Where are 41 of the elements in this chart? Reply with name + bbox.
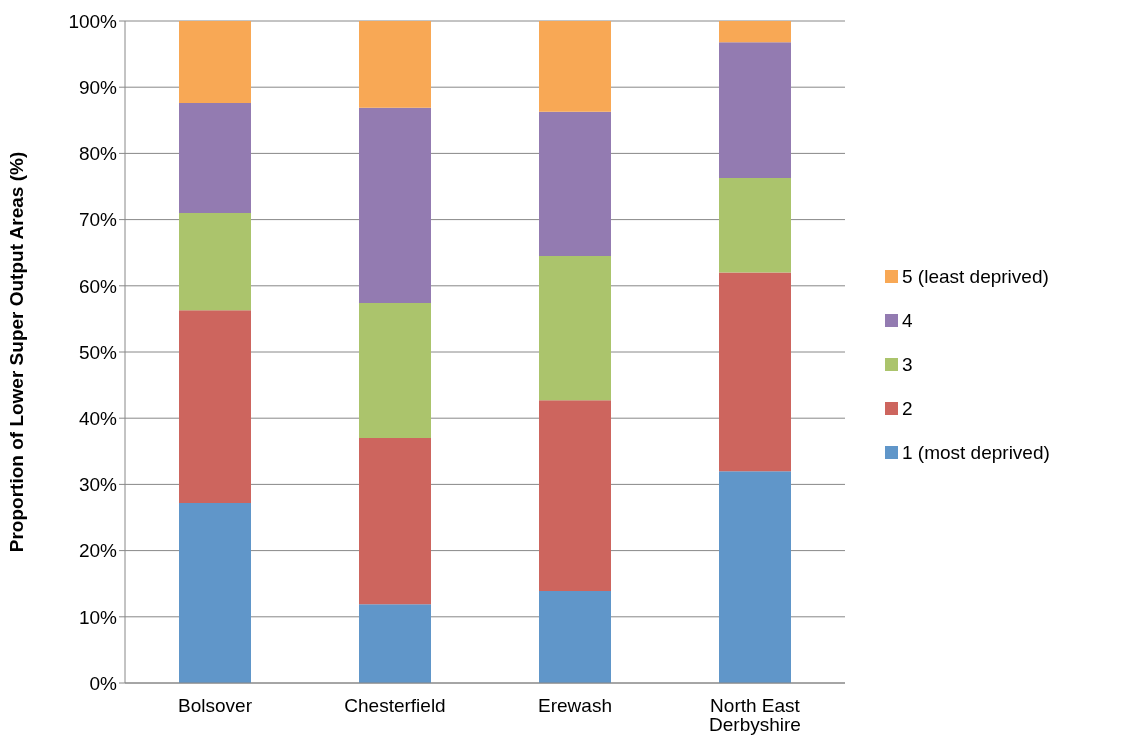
y-tick-label: 50%	[78, 341, 118, 363]
legend-label: 4	[902, 309, 913, 332]
legend-label: 3	[902, 353, 913, 376]
bar	[359, 303, 431, 439]
bar	[359, 604, 431, 683]
x-tick-label: Chesterfield	[344, 695, 446, 717]
y-tick-label: 0%	[89, 672, 118, 694]
bar	[719, 272, 791, 472]
x-tick-label: Erewash	[538, 695, 612, 717]
bar	[719, 42, 791, 178]
y-tick-label: 30%	[78, 474, 118, 496]
bar	[179, 212, 251, 311]
bar	[539, 21, 611, 112]
y-tick-label: 10%	[78, 606, 118, 628]
legend-label: 1 (most deprived)	[902, 441, 1050, 464]
bar	[179, 103, 251, 213]
legend-label: 2	[902, 397, 913, 420]
y-tick-label: 80%	[78, 143, 118, 165]
y-tick-label: 40%	[78, 407, 118, 429]
bar	[179, 502, 251, 683]
bar	[539, 111, 611, 257]
bar	[539, 256, 611, 401]
bar	[359, 107, 431, 304]
y-tick-label: 60%	[78, 275, 118, 297]
y-tick-label: 100%	[68, 10, 118, 32]
y-tick-label: 20%	[78, 540, 118, 562]
bar	[359, 438, 431, 605]
bar	[539, 590, 611, 683]
bar	[179, 21, 251, 104]
bar	[719, 177, 791, 273]
y-tick-label: 70%	[78, 209, 118, 231]
bar	[719, 471, 791, 683]
y-tick-label: 90%	[78, 76, 118, 98]
bar	[539, 400, 611, 591]
bar	[179, 310, 251, 503]
x-tick-label: Bolsover	[178, 695, 253, 717]
bar	[359, 21, 431, 108]
y-axis-title: Proportion of Lower Super Output Areas (%)	[5, 151, 27, 553]
x-tick-label: North East Derbyshire	[709, 695, 801, 736]
bar	[719, 21, 791, 43]
legend-label: 5 (least deprived)	[902, 265, 1049, 288]
